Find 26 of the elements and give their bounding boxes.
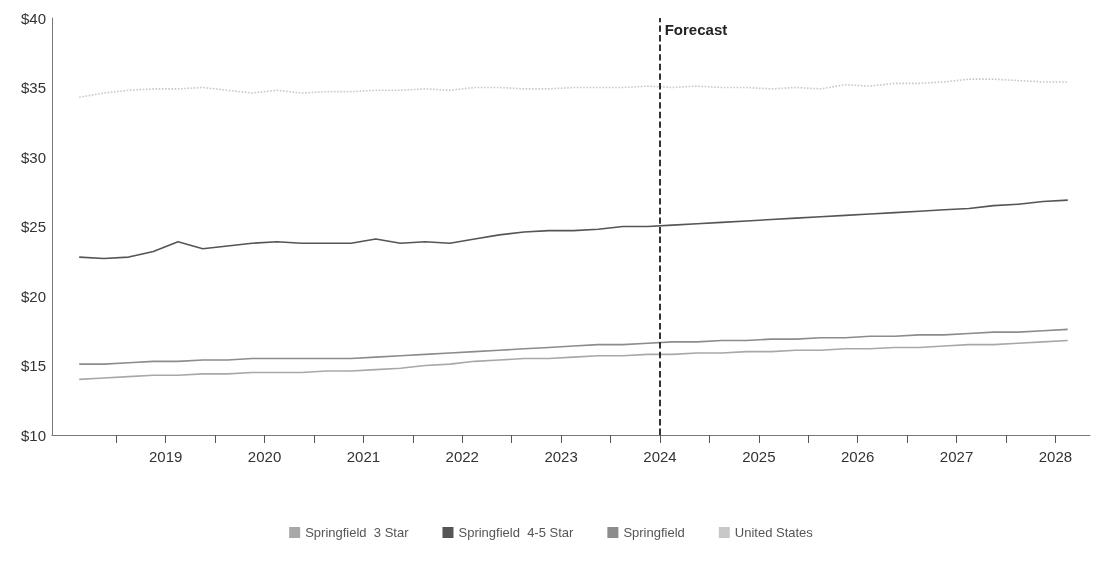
x-tick-label: 2020: [247, 448, 282, 465]
legend-label: Springfield: [623, 525, 685, 540]
x-tick-label: 2027: [939, 448, 974, 465]
ref-line-label: Forecast: [664, 21, 728, 38]
y-tick-label: $40: [20, 9, 46, 27]
y-tick-label: $25: [20, 218, 46, 235]
x-tick-label: 2019: [149, 448, 183, 465]
legend-label: United States: [734, 525, 814, 540]
line-series: [78, 328, 1069, 365]
x-tick-label: 2025: [742, 448, 776, 465]
line-series: [78, 78, 1069, 99]
x-tick-label: 2024: [643, 448, 677, 465]
y-tick-label: $15: [20, 357, 46, 374]
y-tick-label: $30: [20, 148, 46, 166]
x-tick-label: 2021: [346, 448, 381, 465]
x-tick-label: 2026: [841, 448, 875, 465]
legend-label: Springfield 4-5 Star: [458, 525, 575, 540]
x-tick-label: 2028: [1038, 448, 1073, 465]
y-tick-label: $35: [20, 79, 46, 96]
x-tick-label: 2023: [544, 448, 578, 465]
y-tick-label: $10: [20, 426, 46, 444]
y-tick-label: $20: [20, 287, 46, 305]
line-series: [78, 199, 1069, 260]
x-tick-label: 2022: [445, 448, 479, 465]
legend-label: Springfield 3 Star: [305, 525, 410, 540]
line-series: [78, 339, 1069, 381]
